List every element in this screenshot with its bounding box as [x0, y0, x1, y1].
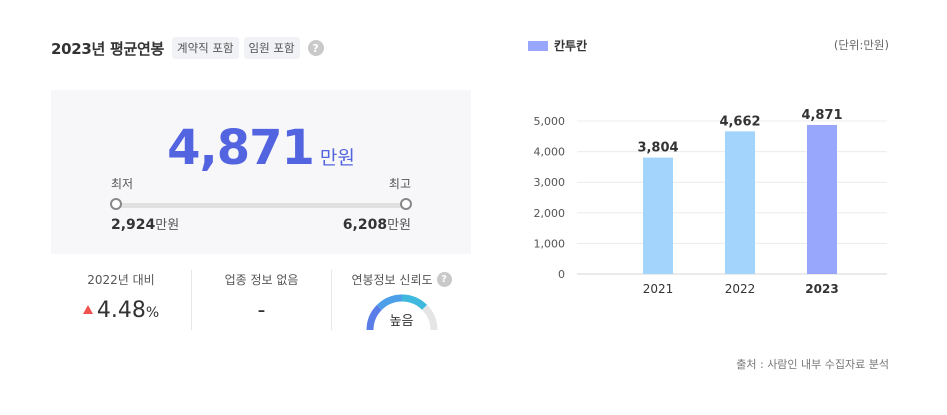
yoy-change-stat: 2022년 대비 4.48% — [51, 270, 191, 330]
bar — [643, 157, 673, 274]
max-salary-unit: 만원 — [387, 218, 411, 233]
bar-value-label: 4,662 — [719, 114, 760, 129]
salary-range-track — [116, 203, 406, 208]
salary-header: 2023년 평균연봉 계약직 포함 임원 포함 ? — [51, 36, 324, 60]
x-tick-label: 2023 — [805, 282, 838, 296]
yoy-change-label: 2022년 대비 — [87, 272, 155, 287]
unit-note: (단위:만원) — [833, 38, 889, 52]
yoy-change-value-wrap: 4.48% — [51, 298, 191, 323]
min-salary: 2,924만원 — [111, 214, 179, 233]
y-tick-label: 4,000 — [534, 146, 566, 159]
reliability-help-icon[interactable]: ? — [436, 271, 452, 287]
min-salary-unit: 만원 — [155, 218, 180, 233]
y-tick-label: 2,000 — [534, 207, 566, 220]
average-salary: 4,871 만원 — [51, 120, 471, 176]
bar-value-label: 4,871 — [801, 108, 842, 123]
reliability-gauge: 높음 — [364, 292, 440, 332]
y-tick-label: 5,000 — [534, 115, 566, 128]
tag-contract-included: 계약직 포함 — [171, 37, 239, 59]
legend-swatch — [528, 40, 548, 51]
stat-divider — [331, 270, 332, 330]
bar-value-label: 3,804 — [637, 141, 678, 156]
x-tick-label: 2021 — [643, 282, 674, 296]
x-tick-label: 2022 — [725, 282, 756, 296]
max-salary-value: 6,208 — [342, 217, 388, 233]
average-salary-panel: 4,871 만원 최저 최고 2,924만원 6,208만원 — [51, 90, 471, 254]
source-note: 출처 : 사람인 내부 수집자료 분석 — [736, 358, 889, 371]
average-salary-value: 4,871 — [167, 120, 315, 176]
max-salary: 6,208만원 — [343, 214, 411, 233]
industry-value: - — [257, 298, 266, 323]
bar — [725, 131, 755, 274]
yoy-change-value: 4.48 — [96, 298, 146, 323]
y-tick-label: 3,000 — [534, 176, 566, 189]
bar — [807, 124, 837, 274]
yoy-change-unit: % — [145, 305, 160, 321]
reliability-value: 높음 — [389, 314, 414, 329]
gauge-icon — [366, 294, 437, 331]
industry-stat: 업종 정보 없음 - — [192, 270, 331, 330]
industry-label: 업종 정보 없음 — [224, 272, 299, 287]
max-label: 최고 — [388, 177, 411, 191]
page-title: 2023년 평균연봉 — [51, 39, 164, 58]
chart-legend: 칸투칸 — [528, 37, 587, 54]
stat-divider — [191, 270, 192, 330]
y-tick-label: 0 — [558, 268, 565, 281]
tag-executive-included: 임원 포함 — [243, 37, 300, 59]
increase-arrow-icon — [82, 305, 93, 314]
reliability-label: 연봉정보 신뢰도 — [351, 272, 433, 287]
average-salary-unit: 만원 — [319, 147, 355, 169]
legend-label: 칸투칸 — [554, 39, 588, 53]
reliability-label-wrap: 연봉정보 신뢰도? — [332, 270, 471, 288]
y-tick-label: 1,000 — [534, 237, 566, 250]
min-salary-value: 2,924 — [111, 217, 156, 233]
min-label: 최저 — [111, 177, 134, 191]
range-max-knob — [400, 198, 412, 210]
range-min-knob — [110, 198, 122, 210]
reliability-stat: 연봉정보 신뢰도? 높음 — [332, 270, 471, 332]
help-icon[interactable]: ? — [307, 40, 324, 56]
